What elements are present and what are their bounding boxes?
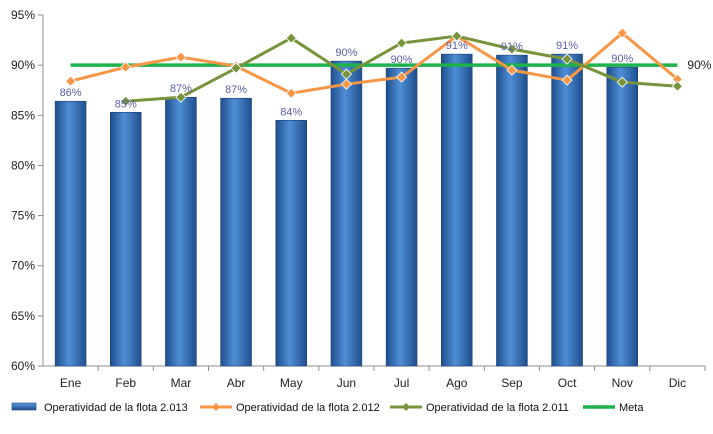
meta-label: 90% <box>687 58 711 72</box>
legend-label: Operatividad de la flota 2.012 <box>236 402 380 414</box>
series-marker-2 <box>451 30 463 42</box>
bar-data-label: 91% <box>501 41 523 53</box>
x-tick-label: Dic <box>669 376 686 390</box>
bar-data-label: 85% <box>115 98 137 110</box>
legend-label: Meta <box>619 402 644 414</box>
x-tick-label: May <box>280 376 303 390</box>
legend-label: Operatividad de la flota 2.013 <box>44 402 188 414</box>
bar <box>441 53 473 367</box>
bar-data-label: 91% <box>446 40 468 52</box>
series-marker-1 <box>65 75 77 87</box>
series-marker-2 <box>230 62 242 74</box>
bar-data-label: 90% <box>391 54 413 66</box>
bar <box>551 53 583 367</box>
bar <box>165 96 197 367</box>
series-marker-1 <box>285 87 297 99</box>
y-tick-label: 70% <box>11 259 35 273</box>
legend-marker <box>212 403 220 411</box>
y-tick-label: 85% <box>11 108 35 122</box>
bar <box>54 100 87 367</box>
bars-layer <box>54 53 638 367</box>
bar <box>496 54 528 367</box>
legend: Operatividad de la flota 2.013 Operativid… <box>11 402 644 414</box>
x-tick-label: Ene <box>60 376 82 390</box>
series-marker-1 <box>506 64 518 76</box>
legend-item-2: Operatividad de la flota 2.012 <box>200 402 380 414</box>
y-tick-label: 65% <box>11 309 35 323</box>
legend-label: Operatividad de la flota 2.011 <box>426 402 569 414</box>
bar-data-label: 87% <box>170 83 192 95</box>
lines-layer <box>65 27 683 107</box>
series-marker-1 <box>396 71 408 83</box>
x-tick-label: Ago <box>446 376 468 390</box>
bar-data-label: 90% <box>335 47 357 59</box>
bar-data-label: 91% <box>556 40 578 52</box>
bar-data-label: 84% <box>280 106 302 118</box>
y-tick-label: 95% <box>11 8 35 22</box>
series-line-1 <box>70 31 679 95</box>
bar-data-label: 87% <box>225 84 247 96</box>
legend-swatch <box>11 402 37 411</box>
bar-data-label: 90% <box>611 53 633 65</box>
series-marker-2 <box>120 95 132 107</box>
series-marker-2 <box>506 43 518 55</box>
x-tick-label: Sep <box>501 376 523 390</box>
x-tick-label: Abr <box>227 376 246 390</box>
legend-item-4: Meta <box>583 402 644 414</box>
bar <box>275 120 307 367</box>
series-marker-1 <box>340 78 352 90</box>
series-marker-2 <box>285 32 297 44</box>
series-marker-1 <box>120 61 132 73</box>
series-marker-2 <box>561 53 573 65</box>
bar <box>110 111 142 367</box>
legend-marker <box>402 403 410 411</box>
x-tick-label: Feb <box>115 376 136 390</box>
y-tick-label: 60% <box>11 359 35 373</box>
bar-data-label: 86% <box>60 87 82 99</box>
series-marker-1 <box>561 74 573 86</box>
x-tick-label: Nov <box>612 376 633 390</box>
series-marker-1 <box>616 27 628 39</box>
x-tick-label: Oct <box>558 376 577 390</box>
x-tick-label: Jun <box>337 376 356 390</box>
series-marker-1 <box>175 51 187 63</box>
bar <box>220 97 252 367</box>
series-marker-2 <box>340 68 352 80</box>
series-marker-2 <box>671 80 683 92</box>
y-tick-label: 75% <box>11 209 35 223</box>
data-labels-layer: 90% 86% 85% 87% 87% 84% 90% 90% 91% 91% 91% 90% <box>60 40 712 118</box>
y-tick-label: 80% <box>11 158 35 172</box>
bar <box>330 60 363 367</box>
series-marker-2 <box>175 91 187 103</box>
x-tick-label: Mar <box>171 376 192 390</box>
series-marker-2 <box>616 76 628 88</box>
x-tick-label: Jul <box>394 376 409 390</box>
axes: 60% 65% 70% 75% 80% 85% 90% 95% Ene Feb Mar Abr May J… <box>11 8 706 390</box>
bar <box>385 67 418 367</box>
y-tick-label: 90% <box>11 58 35 72</box>
series-marker-2 <box>396 37 408 49</box>
legend-item-3: Operatividad de la flota 2.011 <box>390 402 569 414</box>
bar <box>606 66 638 367</box>
legend-item-1: Operatividad de la flota 2.013 <box>11 402 188 414</box>
